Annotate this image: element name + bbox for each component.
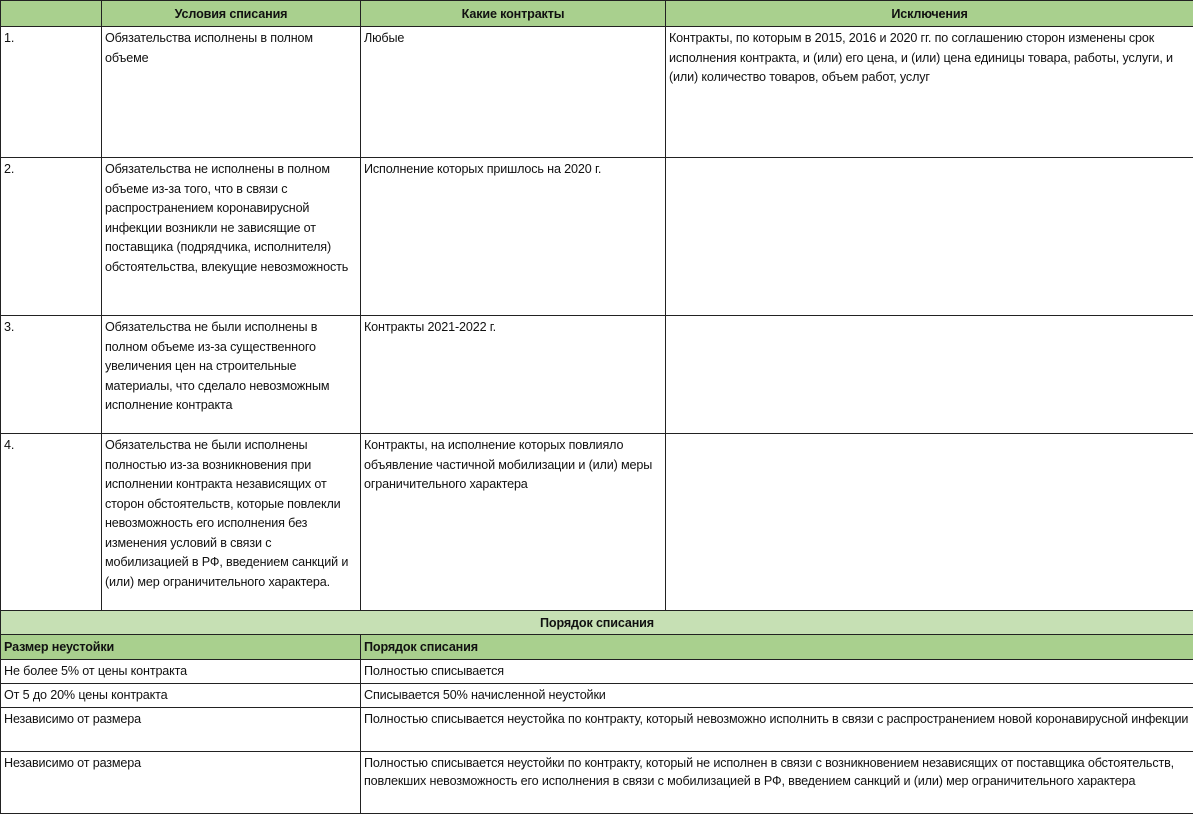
penalty-size: От 5 до 20% цены контракта bbox=[1, 684, 361, 708]
penalty-size: Независимо от размера bbox=[1, 708, 361, 752]
penalty-size: Независимо от размера bbox=[1, 752, 361, 814]
row-exceptions bbox=[666, 158, 1193, 316]
header-conditions: Условия списания bbox=[102, 1, 361, 27]
row-exceptions bbox=[666, 316, 1193, 434]
table-row: 1. Обязательства исполнены в полном объе… bbox=[1, 27, 1193, 158]
header-exceptions: Исключения bbox=[666, 1, 1193, 27]
row-condition: Обязательства не были исполнены в полном… bbox=[102, 316, 361, 434]
procedure-row: Независимо от размера Полностью списывае… bbox=[1, 752, 1193, 814]
procedure-title: Порядок списания bbox=[1, 611, 1193, 635]
penalty-size: Не более 5% от цены контракта bbox=[1, 660, 361, 684]
header-contracts: Какие контракты bbox=[361, 1, 666, 27]
row-contracts: Исполнение которых пришлось на 2020 г. bbox=[361, 158, 666, 316]
procedure-title-row: Порядок списания bbox=[1, 611, 1193, 635]
table-row: 4. Обязательства не были исполнены полно… bbox=[1, 434, 1193, 611]
header-write-off-order: Порядок списания bbox=[361, 635, 1193, 660]
write-off-order: Полностью списывается bbox=[361, 660, 1193, 684]
table-row: 3. Обязательства не были исполнены в пол… bbox=[1, 316, 1193, 434]
procedure-row: От 5 до 20% цены контракта Списывается 5… bbox=[1, 684, 1193, 708]
row-condition: Обязательства не были исполнены полность… bbox=[102, 434, 361, 611]
table-row: 2. Обязательства не исполнены в полном о… bbox=[1, 158, 1193, 316]
header-num bbox=[1, 1, 102, 27]
row-number: 1. bbox=[1, 27, 102, 158]
procedure-header-row: Размер неустойки Порядок списания bbox=[1, 635, 1193, 660]
procedure-row: Независимо от размера Полностью списывае… bbox=[1, 708, 1193, 752]
write-off-order: Полностью списывается неустойка по контр… bbox=[361, 708, 1193, 752]
row-exceptions bbox=[666, 434, 1193, 611]
write-off-order: Полностью списывается неустойки по контр… bbox=[361, 752, 1193, 814]
write-off-order: Списывается 50% начисленной неустойки bbox=[361, 684, 1193, 708]
row-number: 2. bbox=[1, 158, 102, 316]
header-row: Условия списания Какие контракты Исключе… bbox=[1, 1, 1193, 27]
header-penalty-size: Размер неустойки bbox=[1, 635, 361, 660]
row-exceptions: Контракты, по которым в 2015, 2016 и 202… bbox=[666, 27, 1193, 158]
row-condition: Обязательства исполнены в полном объеме bbox=[102, 27, 361, 158]
row-number: 4. bbox=[1, 434, 102, 611]
row-contracts: Любые bbox=[361, 27, 666, 158]
row-number: 3. bbox=[1, 316, 102, 434]
row-contracts: Контракты, на исполнение которых повлиял… bbox=[361, 434, 666, 611]
row-contracts: Контракты 2021-2022 г. bbox=[361, 316, 666, 434]
procedure-row: Не более 5% от цены контракта Полностью … bbox=[1, 660, 1193, 684]
row-condition: Обязательства не исполнены в полном объе… bbox=[102, 158, 361, 316]
